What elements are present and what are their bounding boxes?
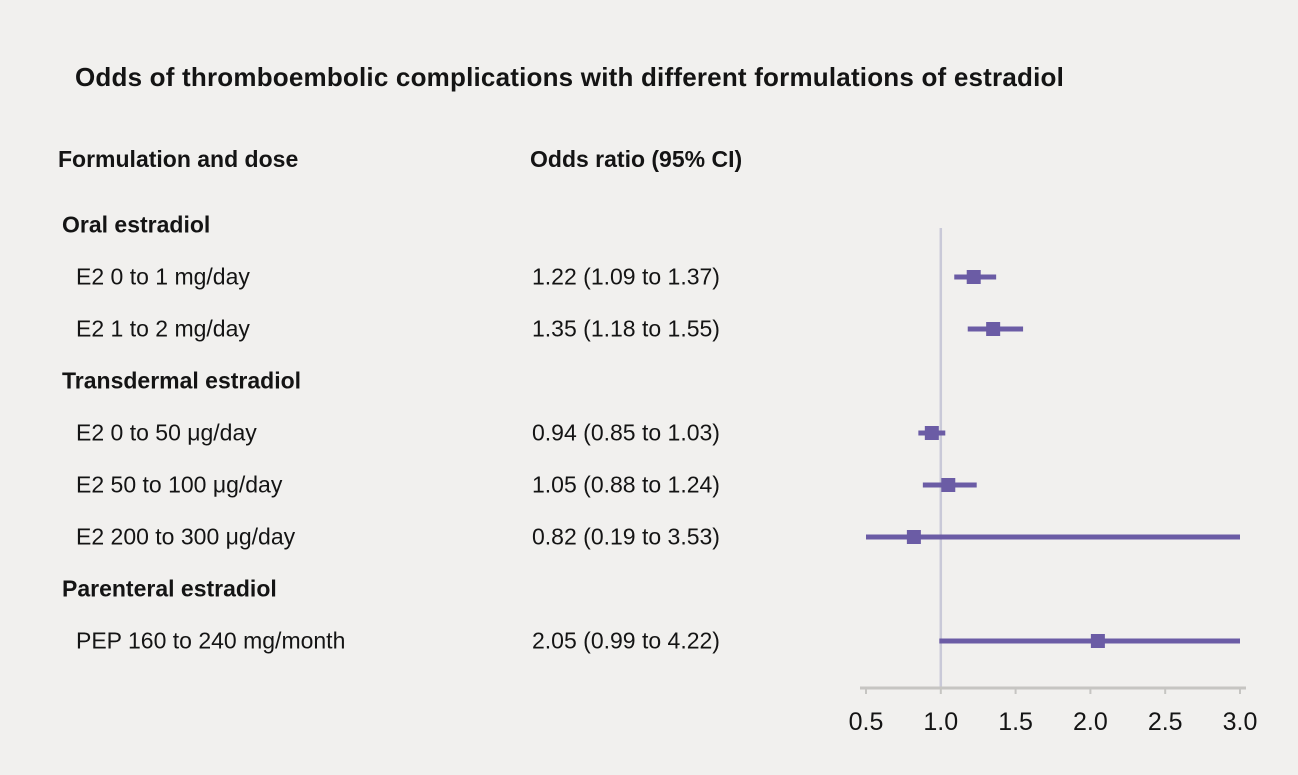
odds-ratio-value: 2.05 (0.99 to 4.22) [532, 627, 720, 654]
row-label: E2 0 to 50 μg/day [76, 419, 257, 446]
rows-container: Oral estradiol E2 0 to 1 mg/day 1.22 (1.09… [0, 199, 1298, 667]
column-headers: Formulation and dose Odds ratio (95% CI) [0, 146, 1298, 176]
chart-title: Odds of thromboembolic complications wit… [75, 62, 1065, 92]
row-label: E2 50 to 100 μg/day [76, 471, 283, 498]
axis-tick-label: 3.0 [1223, 708, 1258, 736]
col-header-odds-ratio: Odds ratio (95% CI) [530, 146, 743, 172]
col-header-formulation: Formulation and dose [58, 146, 299, 172]
odds-ratio-value: 0.82 (0.19 to 3.53) [532, 523, 720, 550]
row-label: PEP 160 to 240 mg/month [76, 627, 346, 654]
row-label: E2 1 to 2 mg/day [76, 315, 250, 342]
row-label: E2 200 to 300 μg/day [76, 523, 296, 550]
item-row: E2 0 to 1 mg/day 1.22 (1.09 to 1.37) [0, 251, 1298, 303]
axis-tick-label: 2.0 [1073, 708, 1108, 736]
row-label: E2 0 to 1 mg/day [76, 263, 250, 290]
item-row: E2 0 to 50 μg/day 0.94 (0.85 to 1.03) [0, 407, 1298, 459]
row-label: Oral estradiol [62, 211, 211, 238]
axis-tick-label: 0.5 [849, 708, 884, 736]
odds-ratio-value: 1.35 (1.18 to 1.55) [532, 315, 720, 342]
item-row: E2 200 to 300 μg/day 0.82 (0.19 to 3.53) [0, 511, 1298, 563]
odds-ratio-value: 1.22 (1.09 to 1.37) [532, 263, 720, 290]
group-row: Oral estradiol [0, 199, 1298, 251]
axis-tick-label: 1.5 [998, 708, 1033, 736]
item-row: E2 50 to 100 μg/day 1.05 (0.88 to 1.24) [0, 459, 1298, 511]
row-label: Transdermal estradiol [62, 367, 302, 394]
item-row: E2 1 to 2 mg/day 1.35 (1.18 to 1.55) [0, 303, 1298, 355]
row-label: Parenteral estradiol [62, 575, 277, 602]
group-row: Parenteral estradiol [0, 563, 1298, 615]
axis-tick-label: 2.5 [1148, 708, 1183, 736]
odds-ratio-value: 1.05 (0.88 to 1.24) [532, 471, 720, 498]
axis-tick-label: 1.0 [923, 708, 958, 736]
odds-ratio-value: 0.94 (0.85 to 1.03) [532, 419, 720, 446]
item-row: PEP 160 to 240 mg/month 2.05 (0.99 to 4.2… [0, 615, 1298, 667]
group-row: Transdermal estradiol [0, 355, 1298, 407]
